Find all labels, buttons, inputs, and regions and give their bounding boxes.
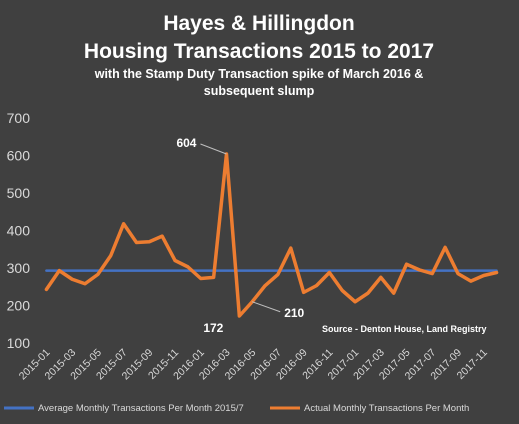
y-tick-label: 400: [7, 223, 31, 239]
actual-series-line: [44, 152, 499, 318]
legend-actual-label: Actual Monthly Transactions Per Month: [304, 403, 469, 414]
series-layer: [44, 152, 499, 318]
chart-title-line-2: Housing Transactions 2015 to 2017: [84, 40, 434, 63]
annotation-label: 210: [284, 306, 304, 320]
source-note: Source - Denton House, Land Registry: [322, 324, 487, 334]
y-tick-label: 200: [7, 298, 31, 314]
annotation-layer: 604 172 210: [176, 136, 304, 335]
x-axis: 2015-012015-032015-052015-072015-092015-…: [17, 347, 490, 383]
chart-title-line-1: Hayes & Hillingdon: [163, 12, 354, 35]
y-tick-label: 700: [7, 110, 31, 126]
chart-subtitle-line-1: with the Stamp Duty Transaction spike of…: [94, 67, 424, 81]
annotation-label: 172: [203, 321, 223, 335]
y-tick-label: 600: [7, 148, 31, 164]
y-tick-label: 100: [7, 335, 31, 351]
annotation-leader-line: [252, 301, 281, 313]
legend-average-label: Average Monthly Transactions Per Month 2…: [38, 403, 244, 414]
annotation-leader-line: [200, 143, 227, 155]
y-tick-label: 500: [7, 185, 31, 201]
annotation-label: 604: [176, 136, 196, 150]
y-axis: 100 200 300 400 500 600 700: [7, 110, 31, 351]
chart-subtitle-line-2: subsequent slump: [204, 84, 315, 98]
legend: Average Monthly Transactions Per Month 2…: [4, 403, 469, 414]
y-tick-label: 300: [7, 260, 31, 276]
